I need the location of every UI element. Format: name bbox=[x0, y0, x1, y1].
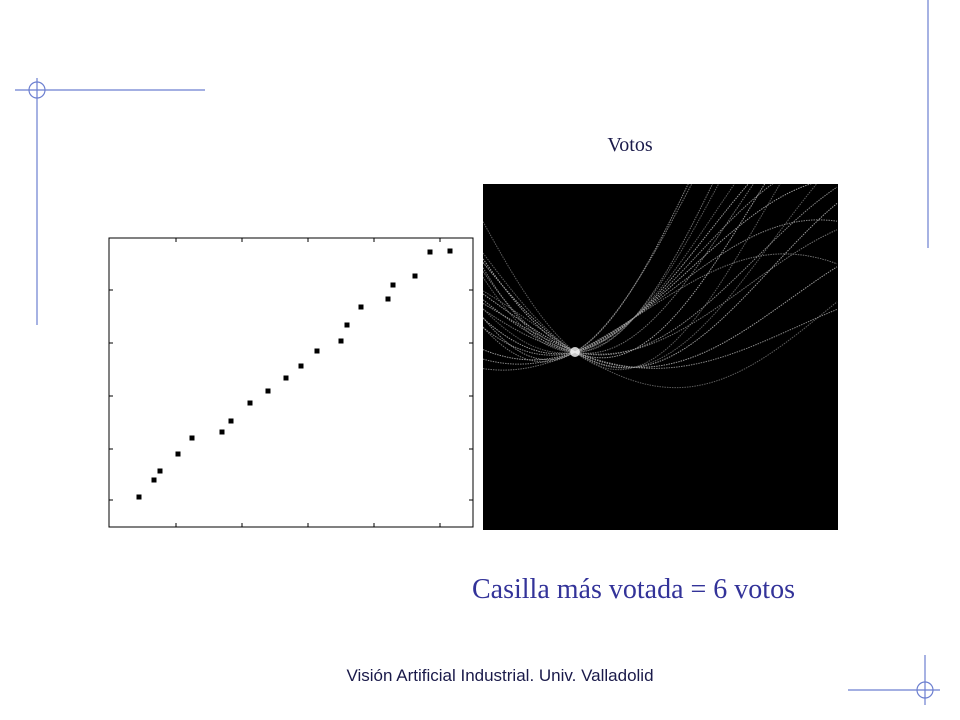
point bbox=[189, 435, 195, 441]
vote-curve bbox=[483, 184, 781, 371]
point bbox=[385, 296, 391, 302]
vote-curve bbox=[483, 203, 838, 369]
vote-curve bbox=[483, 184, 813, 361]
point bbox=[390, 282, 396, 288]
point bbox=[412, 273, 418, 279]
vote-curve bbox=[483, 184, 693, 363]
point bbox=[247, 400, 253, 406]
vote-curve bbox=[483, 184, 766, 359]
point bbox=[219, 429, 225, 435]
plot-title: Votos bbox=[607, 134, 653, 156]
footer: Visión Artificial Industrial. Univ. Vall… bbox=[346, 666, 654, 685]
vote-curve bbox=[483, 184, 720, 353]
vote-curve bbox=[483, 184, 736, 354]
point bbox=[151, 477, 157, 483]
vote-curve bbox=[483, 219, 838, 365]
vote-curve bbox=[483, 184, 818, 369]
point bbox=[298, 363, 304, 369]
result-text: Casilla más votada = 6 votos bbox=[472, 574, 795, 605]
point bbox=[314, 348, 320, 354]
point bbox=[344, 322, 350, 328]
point bbox=[136, 494, 142, 500]
vote-curve bbox=[483, 184, 749, 355]
scatter-plot bbox=[108, 237, 474, 528]
point bbox=[338, 338, 344, 344]
point bbox=[157, 468, 163, 474]
point bbox=[358, 304, 364, 310]
vote-curve bbox=[483, 266, 838, 368]
point bbox=[265, 388, 271, 394]
point bbox=[175, 451, 181, 457]
point bbox=[228, 418, 234, 424]
point bbox=[447, 248, 453, 254]
vote-curve bbox=[483, 253, 838, 371]
vote-curve bbox=[483, 184, 689, 361]
vote-curve bbox=[483, 184, 714, 353]
point bbox=[283, 375, 289, 381]
vote-curve bbox=[483, 184, 774, 356]
vote-curve bbox=[483, 184, 755, 354]
vote-image bbox=[483, 184, 838, 530]
point bbox=[427, 249, 433, 255]
decoration bbox=[15, 0, 940, 705]
